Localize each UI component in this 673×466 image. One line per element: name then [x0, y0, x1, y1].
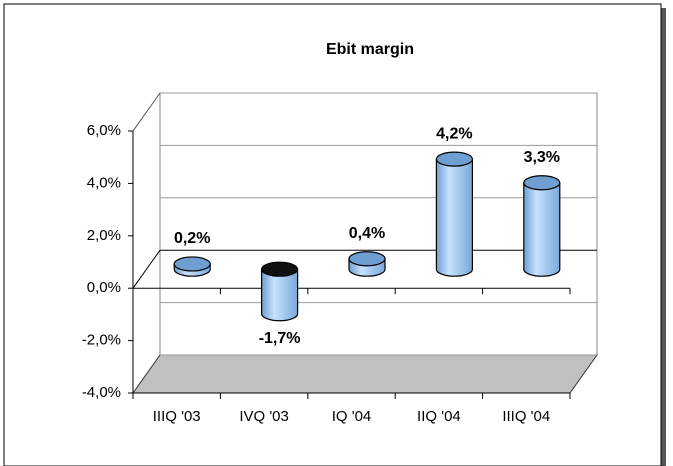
y-tick-label: 2,0% — [87, 227, 121, 244]
x-tick-label: IIQ '04 — [417, 408, 461, 425]
bar-top — [348, 251, 386, 267]
y-tick-label: -2,0% — [82, 332, 121, 349]
value-label: 4,2% — [436, 125, 472, 142]
y-tick-label: 4,0% — [87, 174, 121, 191]
bar — [523, 182, 561, 277]
bar — [435, 158, 473, 277]
zero-side — [132, 249, 161, 289]
bar-top — [523, 175, 561, 191]
value-label: 0,4% — [349, 225, 385, 242]
y-tick-label: 6,0% — [87, 122, 121, 139]
x-tick-label: IIIQ '04 — [502, 408, 550, 425]
x-tick-label: IVQ '03 — [239, 408, 289, 425]
bar-top — [435, 151, 473, 167]
x-tick-label: IIIQ '03 — [153, 408, 201, 425]
y-tick-label: 0,0% — [87, 279, 121, 296]
side-edge — [132, 92, 161, 132]
value-label: 0,2% — [174, 230, 210, 247]
bar-top — [261, 261, 299, 277]
x-tick-label: IQ '04 — [332, 408, 372, 425]
value-label: -1,7% — [259, 330, 301, 347]
y-tick-label: -4,0% — [82, 384, 121, 401]
floor — [132, 354, 598, 394]
value-label: 3,3% — [524, 149, 560, 166]
chart-title: Ebit margin — [326, 41, 414, 58]
bar — [261, 268, 299, 322]
bar-top — [173, 256, 211, 272]
